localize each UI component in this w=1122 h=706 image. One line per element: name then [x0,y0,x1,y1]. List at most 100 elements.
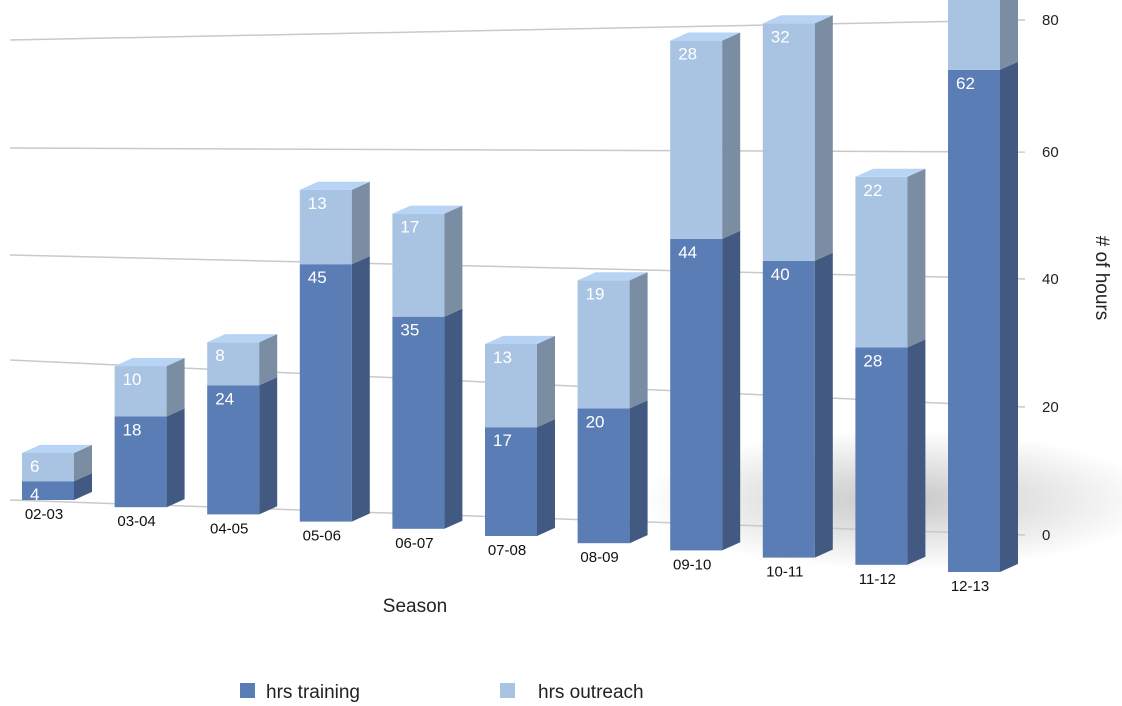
bar-training-side [351,256,370,522]
y-axis-title: # of hours [1091,236,1112,321]
value-label: 8 [215,346,224,365]
category-labels: 02-03 03-04 04-05 05-06 06-07 07-08 08-09 09-10… [25,506,989,595]
bar-top-cap [22,444,92,453]
bar-training [670,238,723,551]
bar-top-cap [485,335,555,344]
value-label: 40 [771,265,790,284]
value-label: 24 [215,389,234,408]
bar-training [392,316,445,529]
bar-training-side [74,473,92,500]
bar-outreach-side [351,181,370,265]
value-label: 28 [863,352,882,371]
bar-training-side [1000,61,1018,572]
y-tick-label: 0 [1042,527,1050,544]
gridline [9,19,1026,41]
bar-outreach-side [166,357,185,417]
value-label: 17 [400,218,419,237]
bar-outreach [670,40,723,239]
bar-group-06-07: 35 17 [392,205,463,529]
bar-training-side [907,339,926,565]
category-label: 06-07 [395,535,433,552]
legend-swatch-training [240,683,255,698]
value-label: 4 [30,485,39,504]
bar-top-cap [762,15,833,24]
bar-outreach [207,342,260,386]
bar-training [207,385,260,515]
category-label: 07-08 [488,542,526,559]
bar-group-04-05: 24 8 [207,334,278,515]
bar-group-12-13: 6212 [948,0,1018,573]
bar-outreach-side [814,15,833,261]
bar-training [948,69,1000,573]
value-label: 62 [956,74,975,93]
value-label: 45 [308,268,327,287]
bar-group-11-12: 28 22 [855,168,926,565]
category-label: 10-11 [766,564,803,581]
bar-training-side [629,400,648,544]
bar-outreach-side [444,205,463,317]
bar-training [299,264,352,522]
bar-outreach [762,23,815,261]
bar-outreach [577,280,630,409]
bar-outreach [299,189,352,265]
bar-top-cap [577,272,648,281]
category-label: 11-12 [859,571,896,588]
bar-training-side [814,252,833,558]
category-label: 02-03 [25,506,63,523]
bar-group-05-06: 45 13 [299,181,370,522]
bar-top-cap [207,334,278,343]
bar-group-09-10: 44 28 [670,32,741,551]
bar-training [485,427,537,536]
bar-outreach-side [537,335,555,428]
bar-training [22,481,74,500]
value-label: 44 [678,243,697,262]
value-label: 10 [123,370,142,389]
value-label: 35 [400,321,419,340]
value-label: 19 [586,284,605,303]
bar-outreach [855,176,908,348]
value-label: 32 [771,27,790,46]
bar-outreach [22,453,74,482]
bar-top-cap [670,32,741,41]
category-label: 09-10 [673,556,711,573]
bar-outreach [948,0,1000,70]
bar-outreach-side [722,32,741,239]
bar-top-cap [114,357,185,367]
category-label: 05-06 [303,528,341,545]
value-label: 13 [493,348,512,367]
bar-training [114,416,167,508]
bar-outreach [485,344,537,428]
legend: hrs training hrs outreach [240,682,644,703]
bar-training-side [722,230,741,551]
bar-outreach-side [259,334,278,386]
bar-top-cap [855,168,926,177]
y-tick-label: 80 [1042,12,1059,29]
bar-training-side [444,308,463,529]
legend-label-outreach: hrs outreach [538,682,644,703]
gridline [9,147,1026,153]
value-label: 20 [586,412,605,431]
category-label: 03-04 [117,513,155,530]
value-label: 22 [863,181,882,200]
bar-outreach [114,366,167,417]
bar-top-cap [392,205,463,214]
bar-outreach [392,213,445,317]
category-label: 04-05 [210,520,248,537]
bar-outreach-side [907,168,926,348]
y-tick-label: 60 [1042,144,1059,161]
category-label: 08-09 [580,549,618,566]
y-axis-ticks: 0 20 40 60 80 [1042,12,1059,544]
bar-training [855,347,908,565]
y-tick-label: 40 [1042,271,1059,288]
bar-training [762,260,815,558]
x-axis-title: Season [383,596,447,617]
bar-group-10-11: 40 32 [762,15,833,558]
value-label: 6 [30,457,39,476]
value-label: 28 [678,45,697,64]
value-label: 18 [123,420,142,439]
y-tick-label: 20 [1042,399,1059,416]
